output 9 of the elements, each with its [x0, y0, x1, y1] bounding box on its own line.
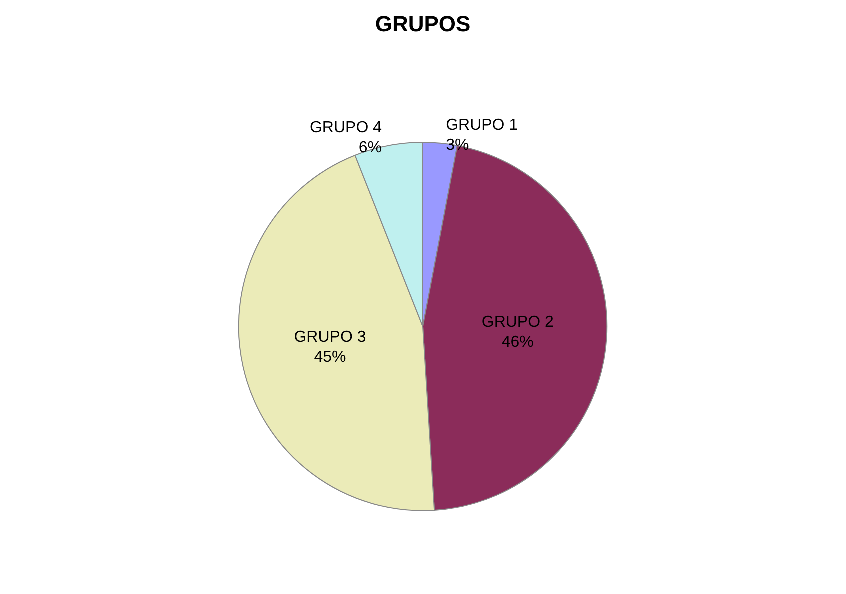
data-label: 3%: [446, 136, 470, 154]
data-label: 6%: [358, 139, 382, 156]
slice-label: GRUPO 4: [310, 119, 382, 136]
slice-label: GRUPO 1: [446, 116, 518, 134]
slice-label: GRUPO 3: [294, 328, 366, 346]
chart-title: GRUPOS: [375, 12, 471, 36]
slice-label: GRUPO 2: [482, 314, 554, 332]
data-label: 46%: [502, 334, 534, 352]
data-label: 45%: [314, 348, 346, 366]
